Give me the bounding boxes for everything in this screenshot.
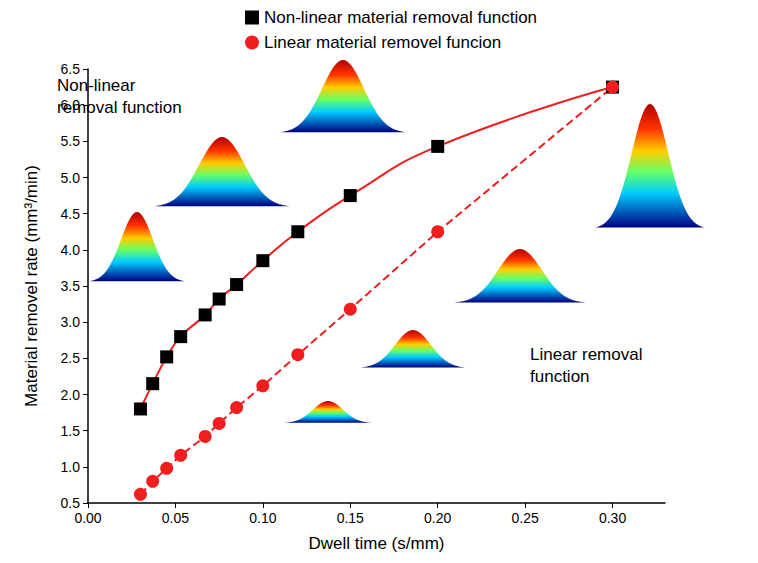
svg-text:Linear removal: Linear removal — [530, 345, 642, 364]
svg-text:Linear material removel funcio: Linear material removel funcion — [264, 33, 501, 52]
svg-text:2.5: 2.5 — [61, 350, 81, 366]
svg-text:Dwell time (s/mm): Dwell time (s/mm) — [309, 534, 445, 553]
svg-text:Material removel rate (mm³/min: Material removel rate (mm³/min) — [22, 165, 41, 407]
svg-text:0.05: 0.05 — [162, 510, 189, 526]
svg-text:5.5: 5.5 — [61, 133, 81, 149]
svg-text:Non-linear: Non-linear — [57, 76, 136, 95]
svg-text:function: function — [530, 367, 590, 386]
svg-text:0.15: 0.15 — [337, 510, 364, 526]
svg-text:6.5: 6.5 — [60, 61, 80, 77]
svg-text:0.5: 0.5 — [61, 495, 81, 511]
svg-text:4.5: 4.5 — [61, 206, 81, 222]
svg-text:3.5: 3.5 — [61, 278, 81, 294]
svg-text:2.0: 2.0 — [61, 387, 81, 403]
svg-text:5.0: 5.0 — [61, 170, 81, 186]
svg-text:Non-linear material removal fu: Non-linear material removal function — [264, 8, 537, 27]
svg-text:0.20: 0.20 — [424, 510, 451, 526]
svg-text:0.00: 0.00 — [74, 510, 101, 526]
svg-text:removal function: removal function — [57, 98, 182, 117]
svg-text:0.30: 0.30 — [599, 510, 626, 526]
svg-text:1.0: 1.0 — [61, 459, 81, 475]
svg-text:3.0: 3.0 — [61, 314, 81, 330]
svg-text:0.25: 0.25 — [511, 510, 538, 526]
svg-text:1.5: 1.5 — [61, 423, 81, 439]
svg-text:0.10: 0.10 — [249, 510, 276, 526]
svg-text:4.0: 4.0 — [61, 242, 81, 258]
